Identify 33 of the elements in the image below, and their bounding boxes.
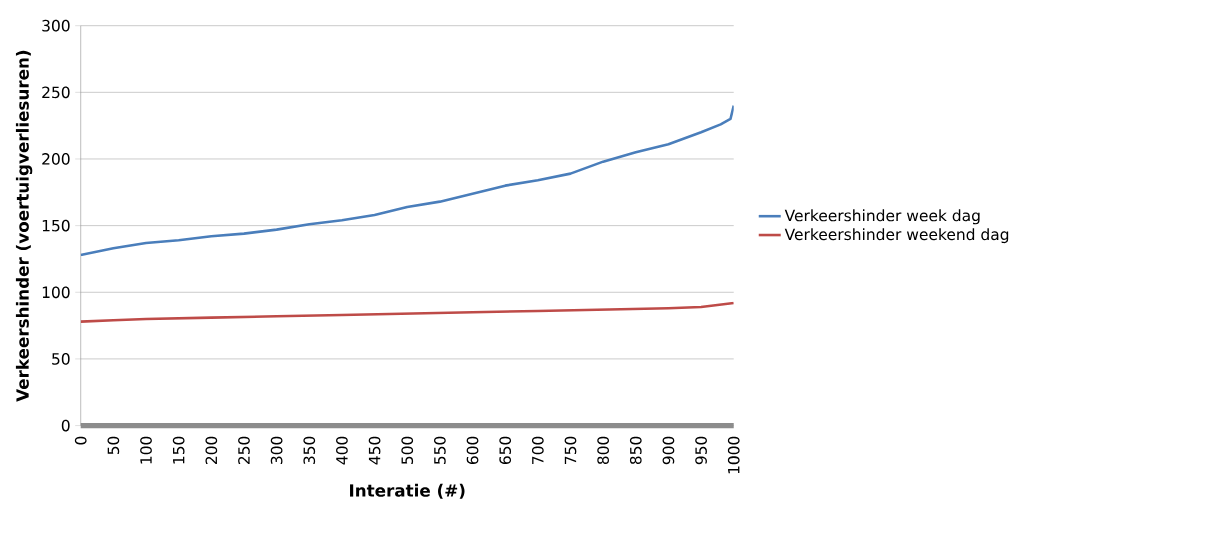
x-tick-label: 800 <box>597 436 609 464</box>
x-tick-label: 500 <box>401 436 414 464</box>
y-tick-label: 150 <box>42 219 70 232</box>
x-tick-label: 550 <box>434 436 446 464</box>
x-tick-label: 350 <box>303 436 316 464</box>
x-tick-label: 250 <box>238 436 250 464</box>
x-tick-label: 100 <box>140 436 152 464</box>
legend-label: Verkeershinder week dag <box>784 209 980 225</box>
y-tick-label: 0 <box>61 419 70 432</box>
x-tick-label: 700 <box>531 436 544 464</box>
x-tick-label: 600 <box>466 436 479 464</box>
y-tick-label: 250 <box>42 86 70 99</box>
x-tick-label: 50 <box>107 436 120 454</box>
x-tick-label: 900 <box>662 436 675 465</box>
x-tick-label: 300 <box>270 436 283 464</box>
legend-label: Verkeershinder weekend dag <box>784 228 1009 244</box>
x-tick-label: 400 <box>336 436 348 465</box>
line-series <box>80 104 734 257</box>
y-tick-label: 100 <box>42 286 70 298</box>
x-axis-title: Interatie (#) <box>350 483 465 499</box>
y-tick-label: 200 <box>42 152 70 165</box>
x-tick-label: 0 <box>74 436 87 445</box>
y-axis-title: Verkeershinder (voertuigverliesuren) <box>15 50 33 402</box>
x-tick-label: 650 <box>499 436 512 464</box>
y-tick-label: 50 <box>52 352 70 365</box>
x-tick-label: 150 <box>172 436 185 464</box>
y-tick-label: 300 <box>42 19 70 32</box>
x-tick-label: 750 <box>564 436 577 464</box>
x-tick-label: 450 <box>368 436 381 465</box>
x-tick-label: 1000 <box>727 436 740 474</box>
x-tick-label: 850 <box>629 436 642 464</box>
x-tick-label: 950 <box>695 436 707 465</box>
x-tick-label: 200 <box>205 436 218 464</box>
